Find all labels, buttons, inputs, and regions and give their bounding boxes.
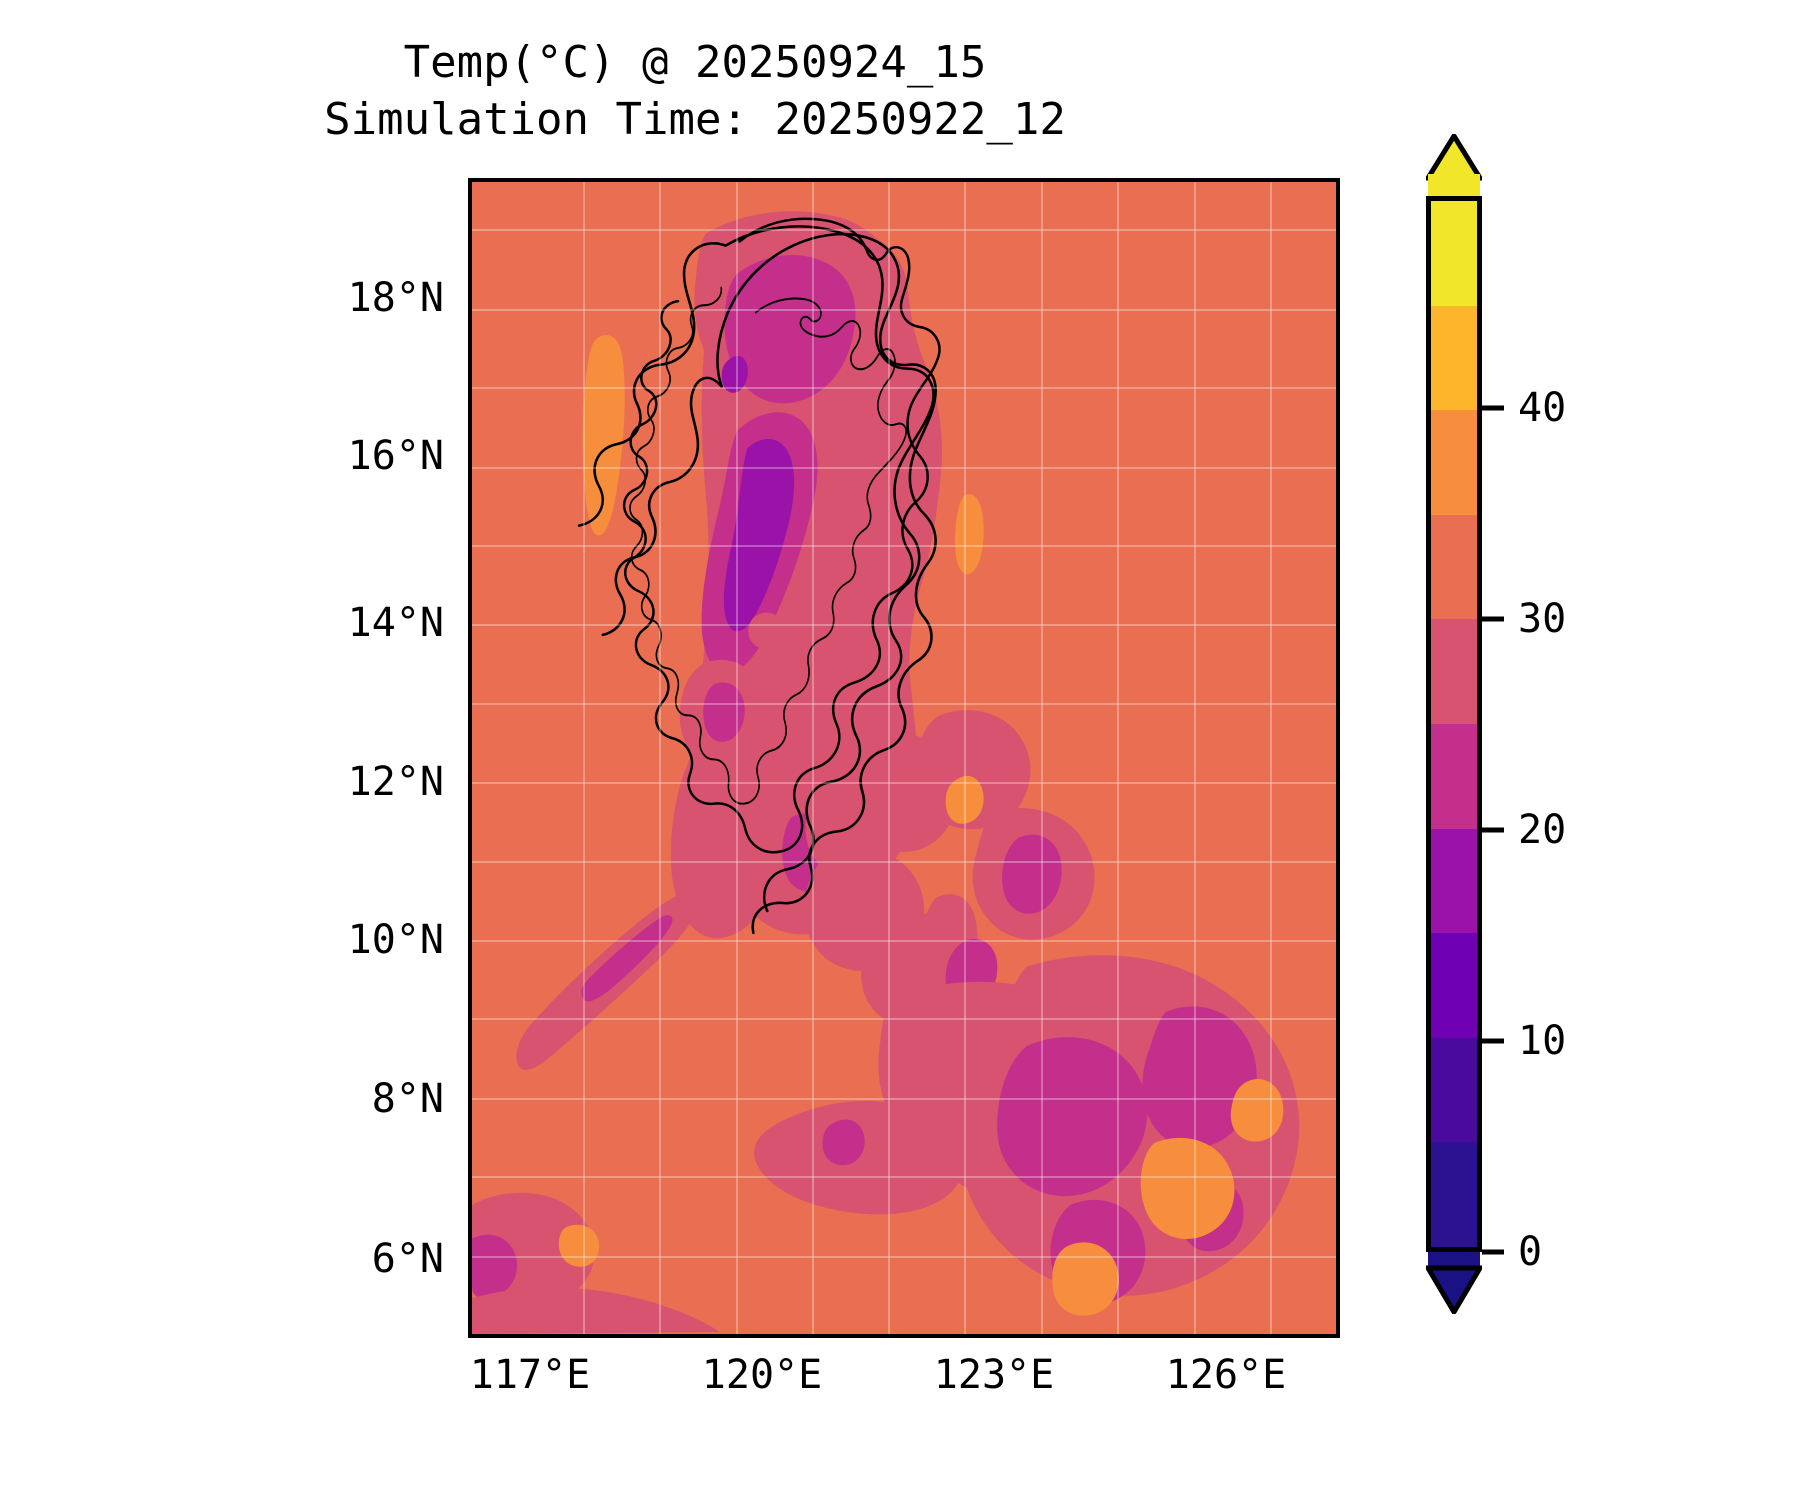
philippines-coastline [622,217,941,854]
band-20-25-marinduque [748,612,784,650]
band-15-20-mindanao-core [997,1037,1148,1197]
ytick-12: 12°N [347,759,444,805]
title-line-primary: Temp(°C) @ 20250924_15 [403,37,987,88]
band-15-20-mindanao-ne [1142,1006,1257,1148]
title-line-secondary: Simulation Time: 20250922_12 [324,94,1066,146]
cb-tick-10 [1482,1038,1504,1044]
colorbar-under-arrow [1426,1252,1482,1314]
cb-band-minus5-0 [1431,1142,1477,1247]
ytick-16: 16°N [347,433,444,479]
band-20-25-leyte-north [915,710,1031,830]
colorbar[interactable]: 0 10 20 30 40 [1426,134,1566,1314]
band-10-15-small-peak [721,355,748,393]
figure-title: Temp(°C) @ 20250924_15 Simulation Time: … [0,34,1390,148]
cb-band-30-35 [1431,410,1477,515]
cb-label-40: 40 [1518,385,1567,431]
band-15-20-mindoro-core [703,682,745,742]
cb-band-15-20 [1431,723,1477,829]
cb-label-0: 0 [1518,1229,1543,1275]
band-15-20-samar-core [1002,834,1062,914]
band-30-35-west-strip [582,334,625,536]
temperature-contour-fill [472,182,1336,1334]
ytick-18: 18°N [347,275,444,321]
band-15-20-zamboanga-core [822,1119,865,1166]
ytick-14: 14°N [347,600,444,646]
band-30-35-mindanao-c [1230,1078,1284,1142]
cb-tick-20 [1482,827,1504,833]
colorbar-over-arrow [1426,134,1482,196]
temperature-field [472,182,1336,1334]
xtick-120: 120°E [701,1352,823,1398]
band-20-25-borneo-edge [472,1287,720,1334]
luzon-coast-west-line [577,242,727,527]
cb-tick-30 [1482,616,1504,622]
cb-label-20: 20 [1518,807,1567,853]
cb-band-0-5 [1431,1037,1477,1143]
band-15-20-cordillera [724,254,856,404]
luzon-west-coast [601,376,723,637]
ytick-8: 8°N [371,1076,444,1122]
band-30-35-sulu-patch [558,1224,600,1267]
cb-band-35-40 [1431,305,1477,411]
band-30-35-visayas-patch [945,775,984,824]
band-15-20-sulu-core [472,1234,518,1299]
cb-tick-0 [1482,1249,1504,1255]
luzon-coast-east-line [724,225,935,913]
band-15-20-palawan-core [581,915,673,1002]
map-axes [468,178,1340,1338]
cb-band-5-10 [1431,933,1477,1038]
xtick-117: 117°E [469,1352,591,1398]
band-30-35-mindanao-a [1140,1137,1235,1239]
colorbar-bands [1426,196,1482,1252]
cb-band-25-30 [1431,514,1477,620]
xtick-123: 123°E [933,1352,1055,1398]
cb-band-20-25 [1431,619,1477,724]
cb-band-10-15 [1431,828,1477,934]
cb-band-40-45 [1431,201,1477,306]
cb-label-10: 10 [1518,1018,1567,1064]
ytick-6: 6°N [371,1236,444,1282]
band-30-35-mindanao-b [1052,1242,1119,1316]
ytick-10: 10°N [347,917,444,963]
cb-tick-40 [1482,405,1504,411]
xtick-126: 126°E [1165,1352,1287,1398]
band-10-15-peaks [723,439,795,632]
luzon-east-coast [716,232,937,935]
cb-label-30: 30 [1518,596,1567,642]
band-30-35-east-patch [954,494,984,575]
luzon-path-final [622,217,941,854]
